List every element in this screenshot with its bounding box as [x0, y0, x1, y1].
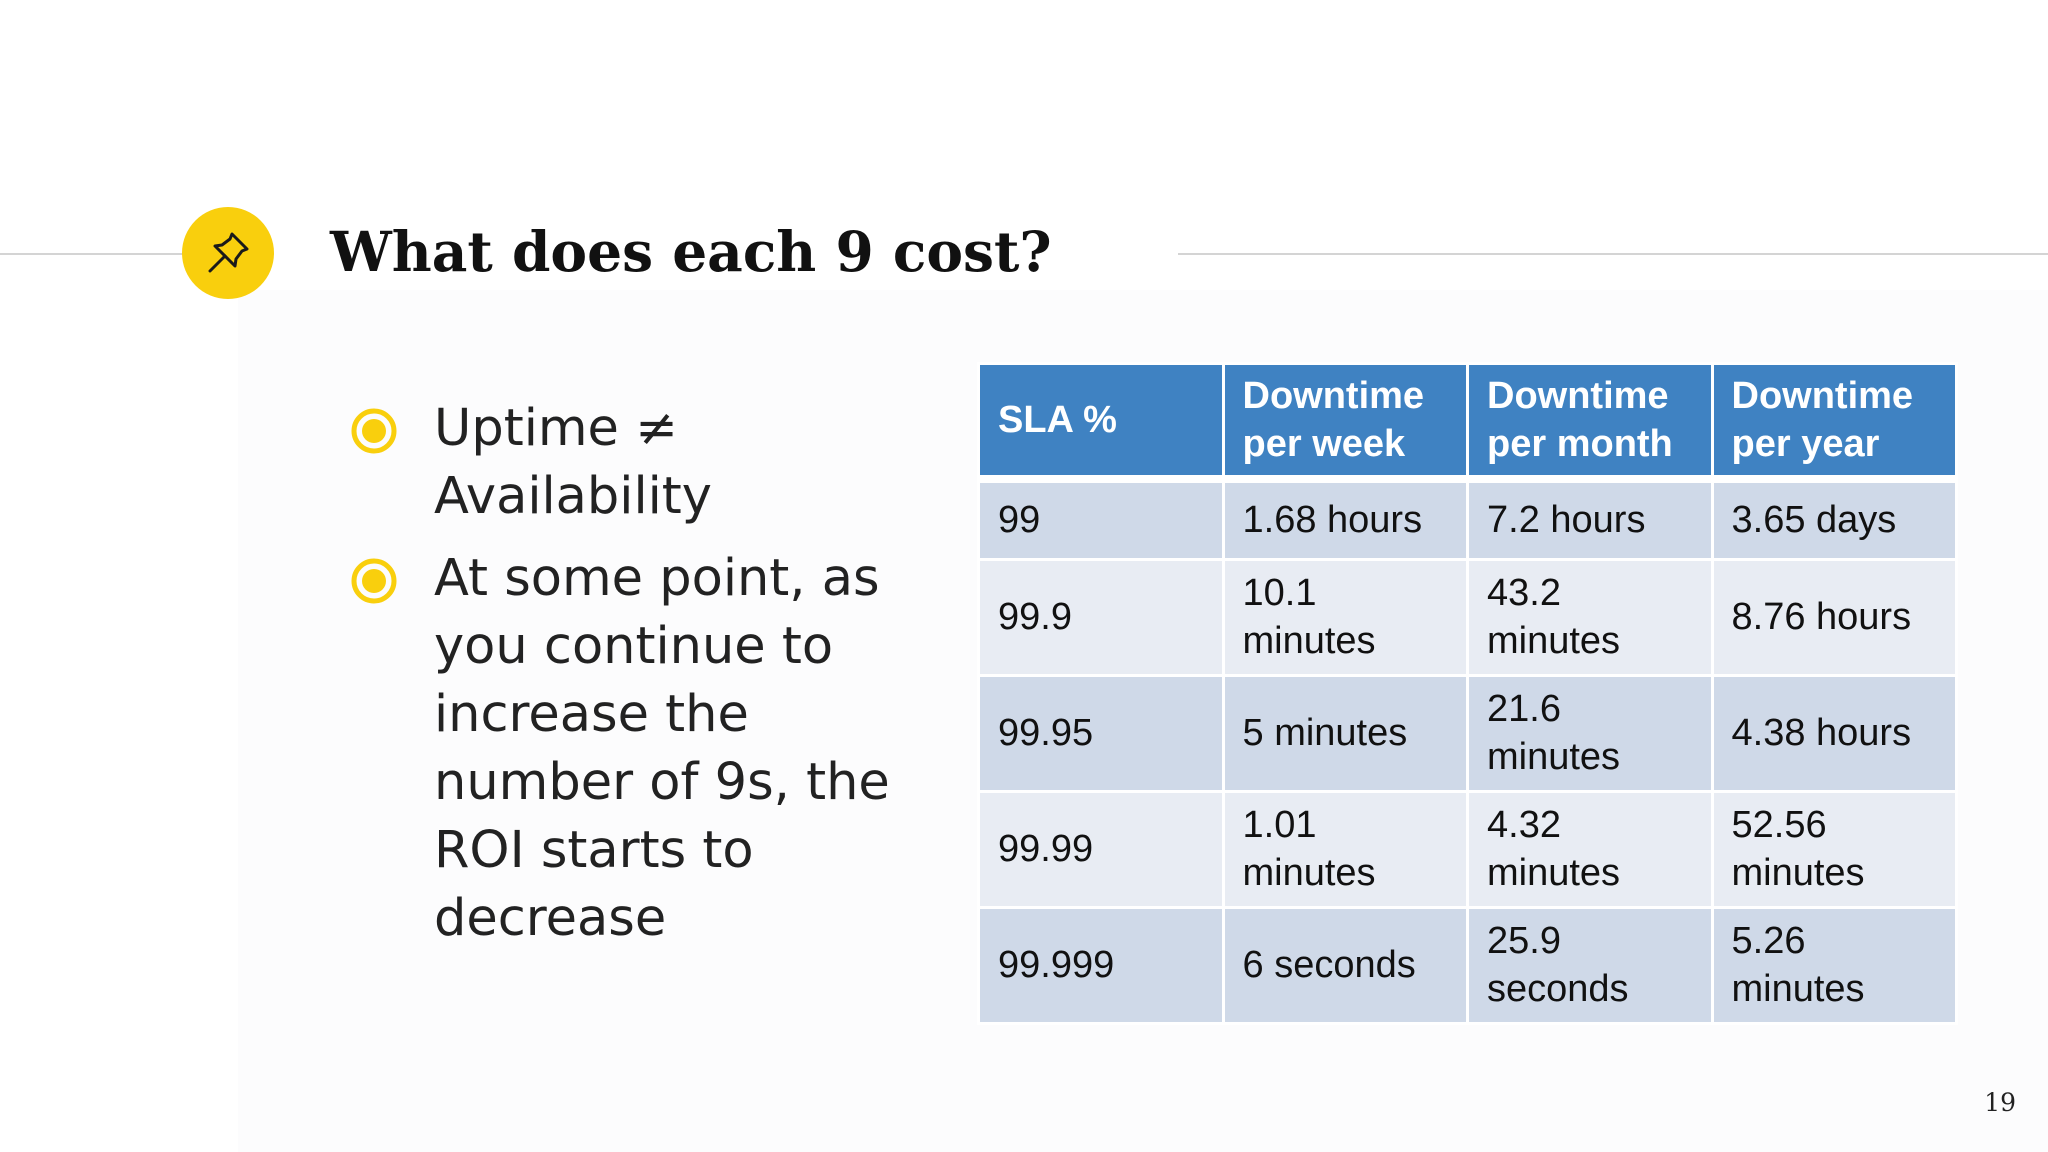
cell-year: 8.76 hours — [1710, 557, 1958, 677]
title-badge — [182, 207, 274, 299]
table-row: 99.99 1.01 minutes 4.32 minutes 52.56 mi… — [977, 789, 1958, 909]
cell-sla: 99 — [977, 477, 1225, 561]
cell-week: 1.68 hours — [1221, 477, 1469, 561]
cell-week: 5 minutes — [1221, 673, 1469, 793]
title-rule-left — [0, 253, 182, 255]
table-row: 99 1.68 hours 7.2 hours 3.65 days — [977, 477, 1958, 561]
cell-month: 7.2 hours — [1466, 477, 1714, 561]
slide-title: What does each 9 cost? — [330, 219, 1052, 284]
cell-month: 25.9 seconds — [1466, 905, 1714, 1026]
cell-sla: 99.9 — [977, 557, 1225, 677]
table-row: 99.9 10.1 minutes 43.2 minutes 8.76 hour… — [977, 557, 1958, 677]
cell-sla: 99.99 — [977, 789, 1225, 909]
cell-year: 5.26 minutes — [1710, 905, 1958, 1026]
cell-week: 6 seconds — [1221, 905, 1469, 1026]
table-row: 99.999 6 seconds 25.9 seconds 5.26 minut… — [977, 905, 1958, 1026]
cell-year: 52.56 minutes — [1710, 789, 1958, 909]
cell-year: 4.38 hours — [1710, 673, 1958, 793]
cell-month: 4.32 minutes — [1466, 789, 1714, 909]
header-downtime-year: Downtime per year — [1710, 362, 1958, 483]
cell-sla: 99.95 — [977, 673, 1225, 793]
header-sla-percent: SLA % — [977, 362, 1225, 483]
page-number: 19 — [1984, 1088, 2016, 1117]
bullet-item: At some point, as you continue to increa… — [350, 545, 950, 953]
bullet-text: At some point, as you continue to increa… — [434, 549, 890, 948]
cell-month: 43.2 minutes — [1466, 557, 1714, 677]
target-bullet-icon — [351, 408, 397, 454]
cell-week: 10.1 minutes — [1221, 557, 1469, 677]
title-rule-right — [1178, 253, 2048, 255]
cell-year: 3.65 days — [1710, 477, 1958, 561]
table-header-row: SLA % Downtime per week Downtime per mon… — [977, 362, 1958, 483]
sla-downtime-table: SLA % Downtime per week Downtime per mon… — [977, 362, 1958, 1026]
bullet-text: Uptime ≠ Availability — [434, 399, 712, 526]
bullet-list: Uptime ≠ Availability At some point, as … — [350, 395, 950, 967]
header-downtime-week: Downtime per week — [1221, 362, 1469, 483]
cell-week: 1.01 minutes — [1221, 789, 1469, 909]
cell-month: 21.6 minutes — [1466, 673, 1714, 793]
bullet-item: Uptime ≠ Availability — [350, 395, 950, 531]
header-downtime-month: Downtime per month — [1466, 362, 1714, 483]
cell-sla: 99.999 — [977, 905, 1225, 1026]
pushpin-icon — [208, 232, 249, 273]
table-row: 99.95 5 minutes 21.6 minutes 4.38 hours — [977, 673, 1958, 793]
target-bullet-icon — [351, 558, 397, 604]
